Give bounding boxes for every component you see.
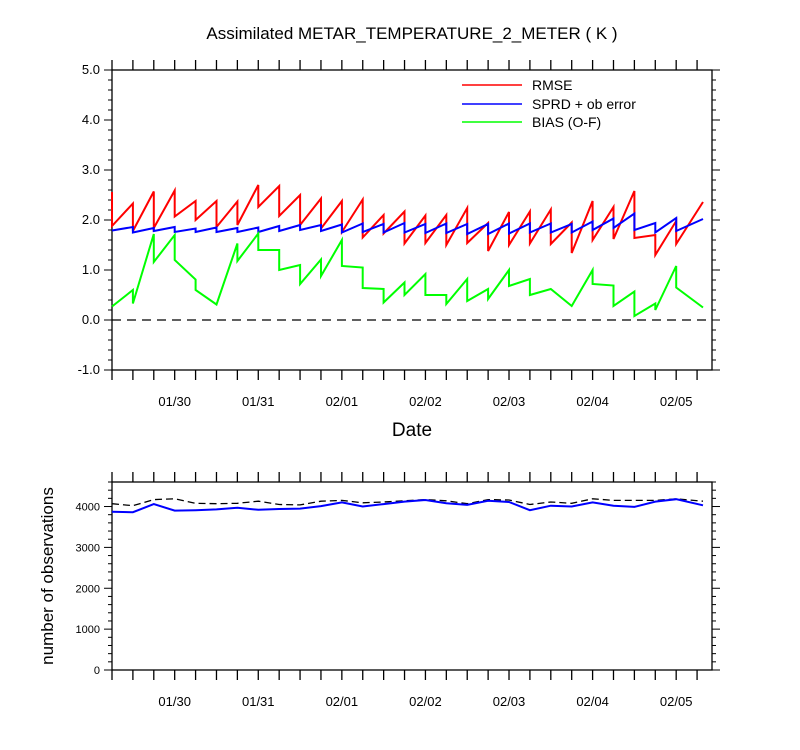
x-date-tick-label: 02/04 [576,694,609,709]
x-date-tick-label: 02/05 [660,394,693,409]
y-tick-label: 5.0 [82,62,100,77]
y-tick-label: 4.0 [82,112,100,127]
legend: RMSE SPRD + ob error BIAS (O-F) [462,77,636,130]
x-date-tick-label: 02/04 [576,394,609,409]
y-tick-label: -1.0 [78,362,100,377]
bottom-ticks: 01/30 01/31 02/01 02/02 02/03 02/04 02/05 0 1000… [76,472,720,709]
top-series [111,183,712,321]
y-tick-label: 4000 [76,502,100,514]
x-date-tick-label: 01/30 [158,394,191,409]
series-line-sprd-ob-error [111,211,704,236]
top-panel: 01/30 01/31 02/01 02/02 02/03 02/04 02/05 -1.0 0… [78,60,720,441]
y-tick-label: 3.0 [82,162,100,177]
x-date-tick-label: 02/01 [326,694,359,709]
series-line-assimilated-observations [111,498,704,514]
x-axis-label: Date [392,420,432,441]
bottom-plot-frame [111,481,713,671]
y-tick-label: 2000 [76,583,100,595]
y-axis-label-observations: number of observations [38,487,57,665]
legend-label-sprd: SPRD + ob error [532,96,636,112]
x-date-tick-label: 01/31 [242,694,275,709]
y-tick-label: 2.0 [82,212,100,227]
y-tick-label: 1.0 [82,262,100,277]
bottom-panel: 01/30 01/31 02/01 02/02 02/03 02/04 02/05 0 1000… [38,472,720,709]
legend-label-rmse: RMSE [532,77,572,93]
x-date-tick-label: 01/31 [242,394,275,409]
x-date-tick-label: 02/03 [493,694,526,709]
x-date-tick-label: 02/02 [409,394,442,409]
series-line-bias-o-f- [111,230,704,318]
x-date-tick-label: 01/30 [158,694,191,709]
y-tick-label: 3000 [76,542,100,554]
x-date-tick-label: 02/05 [660,694,693,709]
y-tick-label: 1000 [76,624,100,636]
x-date-tick-label: 02/02 [409,694,442,709]
bottom-series [111,498,704,514]
x-date-tick-label: 02/01 [326,394,359,409]
y-tick-label: 0 [94,665,100,677]
chart-title: Assimilated METAR_TEMPERATURE_2_METER ( … [206,24,617,43]
legend-label-bias: BIAS (O-F) [532,114,601,130]
x-date-tick-label: 02/03 [493,394,526,409]
top-ticks: 01/30 01/31 02/01 02/02 02/03 02/04 02/05 -1.0 0… [78,60,720,409]
y-tick-label: 0.0 [82,312,100,327]
